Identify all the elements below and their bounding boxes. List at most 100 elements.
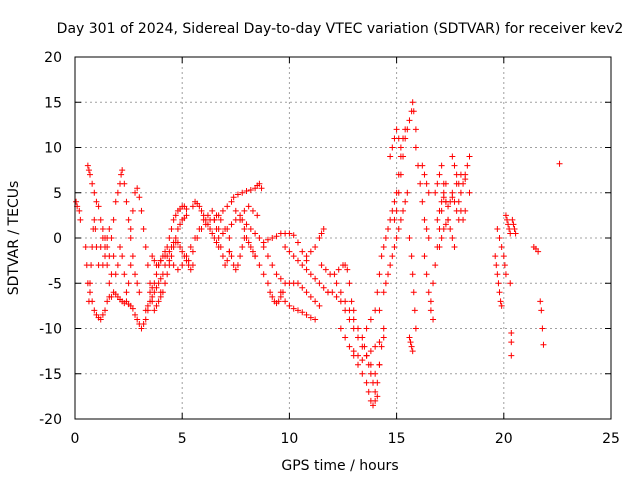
data-point-trace-m bbox=[228, 198, 235, 205]
data-point-trace-d bbox=[134, 316, 141, 323]
y-tick-label: 15 bbox=[44, 95, 62, 111]
data-point-trace-v bbox=[286, 248, 293, 255]
data-point-trace-c bbox=[104, 244, 111, 251]
data-point-trace-n bbox=[224, 257, 231, 264]
data-point-trace-an bbox=[445, 203, 452, 210]
data-point-trace-q bbox=[237, 212, 244, 219]
data-point-trace-aw bbox=[507, 280, 514, 287]
data-point-trace-am bbox=[440, 180, 447, 187]
data-point-trace-ad bbox=[402, 198, 409, 205]
data-point-trace-ag bbox=[406, 235, 413, 241]
data-point-trace-ay bbox=[535, 248, 542, 255]
data-point-trace-ac bbox=[363, 325, 370, 332]
data-point-trace-ac bbox=[391, 198, 398, 205]
data-point-trace-ac bbox=[374, 289, 381, 296]
data-point-trace-ai bbox=[419, 198, 426, 205]
data-point-trace-ab bbox=[359, 370, 366, 377]
data-point-trace-an bbox=[440, 194, 447, 201]
data-point-trace-ae bbox=[406, 117, 413, 124]
data-point-trace-aa bbox=[346, 343, 353, 350]
data-point-trace-r bbox=[269, 235, 276, 241]
data-point-trace-ac bbox=[376, 271, 383, 278]
data-point-trace-x bbox=[348, 298, 355, 305]
data-point-trace-ax bbox=[508, 330, 515, 337]
data-point-trace-m bbox=[247, 244, 254, 251]
data-point-trace-k bbox=[164, 271, 171, 278]
data-point-trace-j bbox=[157, 257, 164, 264]
data-point-trace-ad bbox=[382, 280, 389, 287]
data-point-trace-ak bbox=[423, 180, 430, 187]
data-point-trace-ad bbox=[397, 216, 404, 223]
data-point-trace-p bbox=[256, 180, 263, 187]
data-point-trace-b bbox=[87, 280, 94, 287]
data-point-trace-k bbox=[183, 212, 190, 219]
data-point-trace-d bbox=[104, 298, 111, 305]
y-tick-label: -15 bbox=[39, 367, 62, 383]
data-point-trace-ai bbox=[425, 235, 432, 241]
data-point-trace-ag bbox=[408, 253, 415, 260]
data-point-trace-c bbox=[99, 225, 106, 232]
data-point-trace-s bbox=[252, 253, 259, 260]
data-point-trace-c bbox=[91, 189, 98, 196]
data-point-trace-h bbox=[166, 235, 173, 241]
data-point-trace-s bbox=[264, 280, 271, 287]
data-point-trace-b bbox=[92, 225, 99, 232]
data-point-trace-t bbox=[299, 284, 306, 291]
data-point-trace-v bbox=[320, 284, 327, 291]
data-point-trace-ao bbox=[451, 244, 458, 251]
data-point-trace-af bbox=[389, 144, 396, 151]
data-point-trace-z bbox=[355, 325, 362, 332]
data-point-trace-t bbox=[273, 271, 280, 278]
data-point-trace-b bbox=[91, 216, 98, 223]
chart-title: Day 301 of 2024, Sidereal Day-to-day VTE… bbox=[57, 21, 624, 37]
data-point-trace-ak bbox=[419, 162, 426, 169]
data-point-trace-q bbox=[219, 230, 226, 237]
data-point-trace-k bbox=[157, 293, 164, 300]
data-point-trace-m bbox=[215, 212, 222, 219]
data-point-trace-at bbox=[498, 244, 505, 251]
data-point-trace-ao bbox=[442, 221, 449, 228]
data-point-trace-x bbox=[322, 266, 329, 273]
data-point-trace-c bbox=[89, 180, 96, 187]
data-point-trace-q bbox=[249, 207, 256, 214]
data-point-trace-u bbox=[286, 302, 293, 309]
data-point-trace-af bbox=[397, 144, 404, 151]
data-point-trace-m bbox=[198, 225, 205, 232]
data-point-trace-d bbox=[138, 325, 145, 332]
data-point-trace-i bbox=[174, 239, 181, 246]
data-point-trace-r bbox=[243, 221, 250, 228]
data-point-trace-v bbox=[299, 262, 306, 269]
data-point-trace-at bbox=[494, 225, 501, 232]
data-point-trace-s bbox=[260, 271, 267, 278]
data-point-trace-j bbox=[151, 257, 158, 264]
data-point-trace-y bbox=[329, 289, 336, 296]
data-point-trace-w bbox=[320, 225, 327, 232]
plot-frame bbox=[74, 56, 612, 420]
data-point-trace-ah bbox=[407, 339, 414, 346]
data-point-trace-aa bbox=[337, 325, 344, 332]
data-point-trace-f bbox=[142, 244, 149, 251]
data-point-trace-r bbox=[247, 225, 254, 232]
data-point-trace-am bbox=[434, 180, 441, 187]
data-point-trace-ad bbox=[376, 307, 383, 314]
data-point-trace-au bbox=[504, 216, 511, 223]
data-point-trace-z bbox=[342, 298, 349, 305]
data-point-trace-ao bbox=[447, 225, 454, 232]
data-point-trace-k bbox=[177, 221, 184, 228]
data-point-trace-m bbox=[185, 257, 192, 264]
data-point-trace-m bbox=[241, 225, 248, 232]
data-point-trace-an bbox=[434, 216, 441, 223]
data-point-trace-at bbox=[502, 271, 509, 278]
data-point-trace-j bbox=[183, 253, 190, 260]
data-point-trace-ai bbox=[423, 225, 430, 232]
data-point-trace-au bbox=[502, 212, 509, 219]
data-point-trace-d bbox=[99, 311, 106, 318]
data-point-trace-aa bbox=[363, 352, 370, 359]
data-point-trace-j bbox=[162, 253, 169, 260]
data-point-trace-f bbox=[127, 225, 134, 232]
data-point-trace-i bbox=[166, 248, 173, 255]
data-point-trace-j bbox=[187, 244, 194, 251]
data-point-trace-p bbox=[239, 189, 246, 196]
data-point-trace-n bbox=[217, 244, 224, 251]
data-point-trace-aa bbox=[359, 357, 366, 364]
